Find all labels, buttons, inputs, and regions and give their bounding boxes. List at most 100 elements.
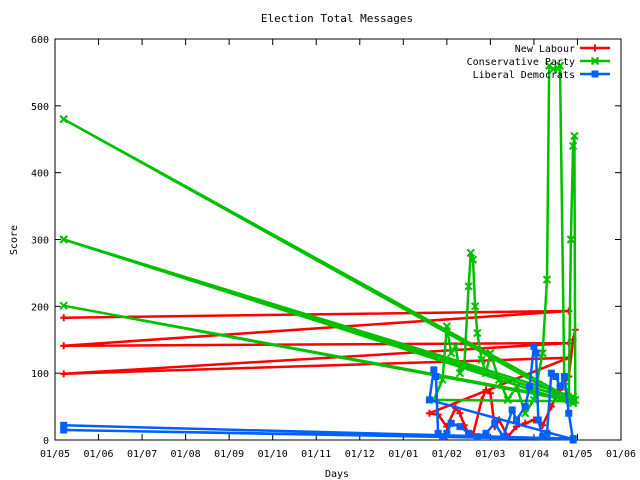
y-tick-label: 100 bbox=[31, 369, 49, 380]
data-point bbox=[512, 382, 521, 391]
data-point bbox=[513, 416, 521, 424]
x-tick-label: 01/06 bbox=[606, 449, 636, 460]
y-axis-label: Score bbox=[9, 225, 20, 255]
data-point bbox=[456, 423, 464, 431]
x-tick-label: 01/04 bbox=[519, 449, 549, 460]
axis-ticks: 0 100 200 300 400 500 600 01/05 01/06 01/07 01/08 0… bbox=[31, 35, 636, 460]
data-point bbox=[425, 409, 433, 417]
data-point bbox=[438, 433, 446, 441]
data-point bbox=[481, 368, 491, 378]
y-tick-label: 400 bbox=[31, 169, 49, 180]
data-point bbox=[425, 396, 433, 404]
x-tick-label: 01/02 bbox=[432, 449, 462, 460]
data-point bbox=[499, 433, 507, 441]
data-point bbox=[590, 56, 600, 66]
series-liberal-democrats bbox=[60, 342, 577, 444]
data-point bbox=[539, 433, 547, 441]
data-point bbox=[521, 403, 529, 411]
data-point bbox=[591, 70, 599, 78]
x-tick-label: 01/08 bbox=[171, 449, 201, 460]
data-point bbox=[456, 409, 464, 417]
x-axis-label: Days bbox=[325, 469, 349, 480]
data-point bbox=[446, 348, 456, 358]
data-point bbox=[60, 342, 68, 350]
data-point bbox=[560, 373, 568, 381]
x-tick-label: 01/05 bbox=[562, 449, 592, 460]
data-point bbox=[473, 433, 481, 441]
legend-label: Liberal Democrats bbox=[473, 70, 575, 81]
data-point bbox=[494, 375, 504, 385]
data-point bbox=[508, 406, 516, 414]
series-layer bbox=[59, 61, 580, 444]
data-point bbox=[432, 373, 440, 381]
data-point bbox=[530, 342, 538, 350]
x-tick-label: 01/03 bbox=[475, 449, 505, 460]
x-tick-label: 01/06 bbox=[83, 449, 113, 460]
data-point bbox=[470, 302, 480, 311]
y-tick-label: 500 bbox=[31, 102, 49, 113]
x-tick-label: 01/07 bbox=[127, 449, 157, 460]
data-point bbox=[60, 426, 68, 434]
data-point bbox=[451, 342, 460, 351]
data-point bbox=[538, 348, 547, 358]
data-point bbox=[482, 429, 490, 437]
data-point bbox=[59, 301, 68, 310]
data-point bbox=[438, 375, 447, 385]
data-point bbox=[503, 395, 513, 405]
data-point bbox=[570, 131, 579, 141]
y-tick-label: 600 bbox=[31, 35, 49, 46]
data-point bbox=[465, 429, 473, 437]
legend: New Labour Conservative Party Liberal Demo… bbox=[467, 44, 610, 81]
data-point bbox=[486, 389, 494, 397]
data-point bbox=[569, 436, 577, 444]
data-point bbox=[473, 328, 482, 338]
legend-label: Conservative Party bbox=[467, 57, 575, 68]
series-line bbox=[62, 64, 577, 415]
data-point bbox=[568, 141, 578, 151]
data-point bbox=[468, 255, 478, 264]
data-point bbox=[532, 349, 540, 357]
data-point bbox=[491, 419, 499, 427]
chart-title: Election Total Messages bbox=[261, 12, 413, 25]
data-point bbox=[565, 409, 573, 417]
y-tick-label: 0 bbox=[43, 436, 49, 447]
data-point bbox=[477, 355, 486, 365]
data-point bbox=[566, 235, 576, 244]
data-point bbox=[60, 370, 68, 378]
data-point bbox=[442, 322, 452, 331]
data-point bbox=[466, 248, 475, 258]
data-point bbox=[60, 314, 68, 322]
x-tick-label: 01/12 bbox=[345, 449, 375, 460]
data-point bbox=[555, 61, 565, 70]
data-point bbox=[460, 362, 469, 371]
x-tick-label: 01/11 bbox=[301, 449, 331, 460]
x-tick-label: 01/09 bbox=[214, 449, 244, 460]
data-point bbox=[591, 44, 599, 52]
data-point bbox=[59, 235, 68, 244]
data-point bbox=[542, 275, 552, 284]
data-point bbox=[529, 395, 539, 405]
data-point bbox=[60, 421, 68, 429]
y-tick-label: 200 bbox=[31, 302, 49, 313]
legend-label: New Labour bbox=[515, 44, 575, 55]
data-point bbox=[482, 386, 490, 394]
data-point bbox=[59, 114, 68, 124]
data-point bbox=[571, 395, 580, 405]
x-tick-label: 01/05 bbox=[40, 449, 70, 460]
data-point bbox=[547, 369, 555, 377]
y-tick-label: 300 bbox=[31, 236, 49, 247]
data-point bbox=[552, 373, 560, 381]
x-tick-label: 01/10 bbox=[258, 449, 288, 460]
data-point bbox=[486, 348, 495, 358]
data-point bbox=[556, 383, 564, 391]
data-point bbox=[526, 383, 534, 391]
series-conservative-party bbox=[59, 61, 580, 418]
data-point bbox=[455, 368, 465, 378]
data-point bbox=[534, 416, 542, 424]
data-point bbox=[434, 429, 442, 437]
data-point bbox=[464, 282, 473, 291]
data-point bbox=[430, 366, 438, 374]
data-point bbox=[543, 429, 551, 437]
data-point bbox=[443, 429, 451, 437]
